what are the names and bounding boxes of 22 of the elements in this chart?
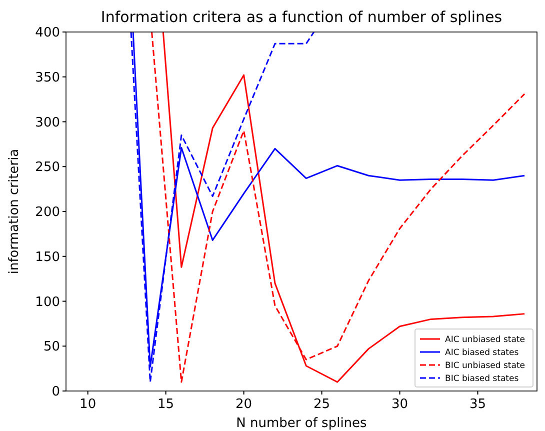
- legend-label: AIC biased states: [445, 348, 520, 358]
- y-tick-label: 300: [35, 115, 60, 130]
- x-tick-label: 10: [80, 397, 96, 412]
- x-tick-label: 15: [158, 397, 174, 412]
- x-tick-label: 20: [236, 397, 252, 412]
- y-tick-label: 150: [35, 250, 60, 265]
- y-tick-label: 0: [52, 384, 60, 400]
- y-tick-label: 100: [35, 294, 60, 310]
- legend-label: BIC unbiased state: [445, 361, 526, 371]
- y-tick-label: 200: [35, 205, 60, 220]
- x-tick-label: 30: [391, 397, 408, 412]
- x-tick-label: 25: [314, 397, 330, 412]
- legend-label: AIC unbiased state: [445, 335, 525, 345]
- y-tick-label: 250: [35, 160, 60, 176]
- y-tick-label: 350: [35, 70, 60, 86]
- x-axis-title: N number of splines: [236, 416, 368, 431]
- y-axis-title: information criteria: [7, 148, 22, 274]
- x-tick-label: 35: [469, 397, 486, 412]
- chart-title: Information critera as a function of number of splines: [100, 8, 502, 26]
- y-tick-label: 50: [43, 340, 60, 355]
- legend-label: BIC biased states: [445, 374, 520, 384]
- y-tick-label: 400: [35, 26, 60, 40]
